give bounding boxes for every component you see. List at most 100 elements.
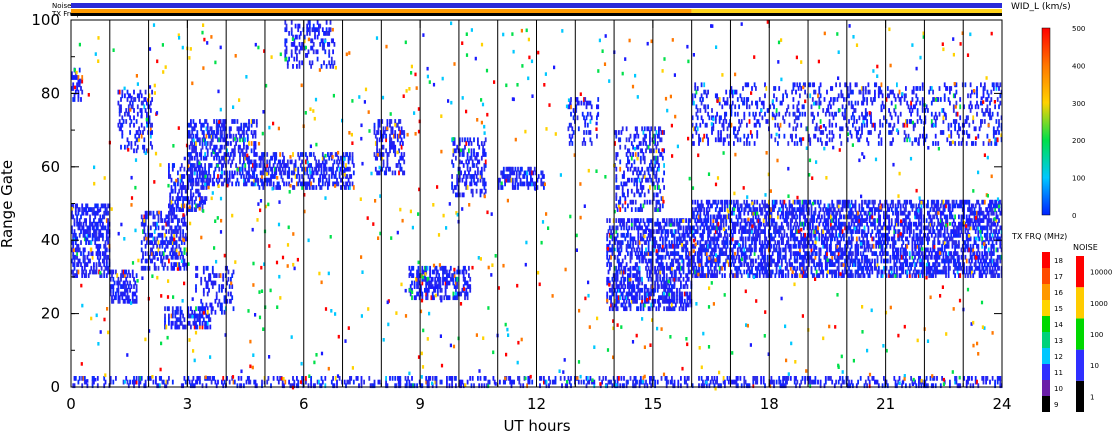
backscatter-cell <box>686 225 689 231</box>
backscatter-cell <box>191 163 194 168</box>
backscatter-cell <box>209 144 212 150</box>
backscatter-cell <box>218 284 221 289</box>
backscatter-cell <box>201 306 204 312</box>
backscatter-cell <box>107 210 110 216</box>
backscatter-cell <box>95 225 98 231</box>
backscatter-cell <box>91 236 94 242</box>
backscatter-cell <box>188 177 191 183</box>
backscatter-cell <box>385 166 388 172</box>
backscatter-cell <box>188 199 191 205</box>
backscatter-cell <box>430 284 433 289</box>
backscatter-cell <box>390 126 393 132</box>
backscatter-cell <box>208 181 210 187</box>
backscatter-cell <box>590 141 593 146</box>
backscatter-cell <box>661 269 664 275</box>
backscatter-cell <box>237 166 240 172</box>
backscatter-cell <box>327 31 329 36</box>
backscatter-cell <box>698 214 700 220</box>
backscatter-cell <box>190 155 192 161</box>
backscatter-cell <box>193 199 196 205</box>
backscatter-cell <box>746 229 748 234</box>
backscatter-cell <box>165 243 168 249</box>
backscatter-cell <box>281 177 284 183</box>
backscatter-cell <box>170 185 173 190</box>
backscatter-cell <box>668 243 671 249</box>
backscatter-cell <box>837 199 840 205</box>
backscatter-cell <box>624 207 627 212</box>
backscatter-cell <box>740 251 743 256</box>
backscatter-cell <box>272 152 275 157</box>
backscatter-cell <box>146 111 148 117</box>
backscatter-cell <box>619 196 622 201</box>
backscatter-cell <box>730 269 733 275</box>
backscatter-cell <box>761 251 764 256</box>
backscatter-cell <box>720 247 722 253</box>
backscatter-cell <box>252 133 254 139</box>
backscatter-cell <box>288 31 291 36</box>
backscatter-cell <box>673 240 676 245</box>
backscatter-cell <box>748 236 751 242</box>
backscatter-cell <box>636 306 638 312</box>
backscatter-cell <box>673 295 676 301</box>
backscatter-cell <box>171 207 174 212</box>
backscatter-cell <box>846 254 849 260</box>
backscatter-cell <box>138 97 141 102</box>
backscatter-cell <box>654 141 657 146</box>
backscatter-cell <box>649 130 651 135</box>
backscatter-cell <box>828 269 831 275</box>
backscatter-cell <box>632 170 635 176</box>
backscatter-cell <box>656 243 659 249</box>
backscatter-cell <box>608 287 611 293</box>
backscatter-cell <box>148 254 151 260</box>
backscatter-cell <box>519 166 522 172</box>
backscatter-cell <box>214 273 217 278</box>
backscatter-cell <box>645 148 647 154</box>
backscatter-cell <box>170 324 173 330</box>
backscatter-cell <box>301 42 304 47</box>
backscatter-cell <box>709 254 712 260</box>
backscatter-cell <box>98 258 101 264</box>
backscatter-cell <box>647 265 650 271</box>
backscatter-cell <box>218 137 221 143</box>
backscatter-cell <box>713 243 716 249</box>
backscatter-cell <box>179 309 182 315</box>
backscatter-cell <box>323 155 325 161</box>
backscatter-cell <box>235 141 238 146</box>
backscatter-cell <box>627 188 629 194</box>
backscatter-cell <box>764 265 766 271</box>
backscatter-cell <box>528 166 531 172</box>
backscatter-cell <box>700 258 703 264</box>
backscatter-cell <box>411 280 413 286</box>
backscatter-cell <box>294 163 297 168</box>
backscatter-cell <box>193 207 196 212</box>
backscatter-cell <box>318 163 320 168</box>
backscatter-cell <box>596 104 598 110</box>
backscatter-cell <box>95 269 98 275</box>
backscatter-cell <box>739 210 742 216</box>
backscatter-cell <box>85 221 88 227</box>
backscatter-cell <box>584 141 587 146</box>
backscatter-cell <box>199 306 201 312</box>
backscatter-cell <box>187 122 190 128</box>
backscatter-cell <box>262 170 265 176</box>
backscatter-cell <box>519 177 522 183</box>
backscatter-cell <box>319 42 322 47</box>
backscatter-cell <box>385 133 388 139</box>
backscatter-cell <box>321 155 324 161</box>
backscatter-cell <box>279 185 282 190</box>
backscatter-cell <box>475 188 478 194</box>
backscatter-cell <box>615 166 618 172</box>
backscatter-cell <box>848 236 850 242</box>
backscatter-cell <box>427 280 430 286</box>
backscatter-cell <box>416 269 419 275</box>
backscatter-cell <box>204 309 207 315</box>
backscatter-cell <box>695 269 698 275</box>
backscatter-cell <box>839 240 841 245</box>
backscatter-cell <box>98 236 101 242</box>
backscatter-cell <box>174 262 177 267</box>
backscatter-cell <box>191 126 194 132</box>
backscatter-cell <box>76 218 79 223</box>
backscatter-cell <box>254 159 257 165</box>
backscatter-cell <box>462 284 465 289</box>
backscatter-cell <box>393 141 395 146</box>
